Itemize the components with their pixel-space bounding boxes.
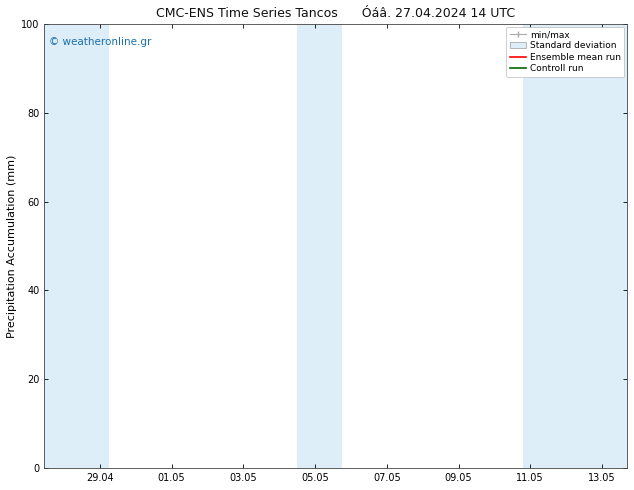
Y-axis label: Precipitation Accumulation (mm): Precipitation Accumulation (mm) <box>7 154 17 338</box>
Bar <box>297 24 342 468</box>
Text: © weatheronline.gr: © weatheronline.gr <box>49 37 152 47</box>
Title: CMC-ENS Time Series Tancos      Óáâ. 27.04.2024 14 UTC: CMC-ENS Time Series Tancos Óáâ. 27.04.20… <box>156 7 515 20</box>
Bar <box>523 24 627 468</box>
Legend: min/max, Standard deviation, Ensemble mean run, Controll run: min/max, Standard deviation, Ensemble me… <box>507 26 624 76</box>
Bar <box>44 24 109 468</box>
